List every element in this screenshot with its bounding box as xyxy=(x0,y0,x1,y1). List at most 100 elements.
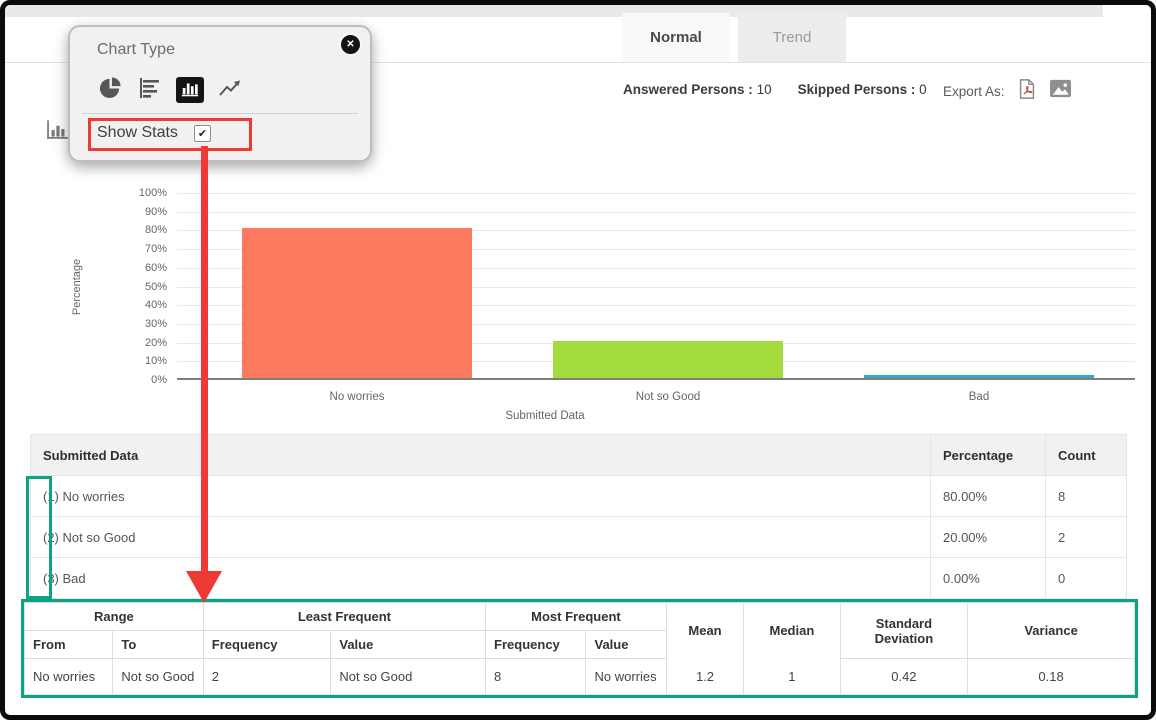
export-pdf-button[interactable] xyxy=(1015,78,1039,105)
header-standard-deviation: Standard Deviation xyxy=(839,602,969,659)
row-percentage: 0.00% xyxy=(930,557,1046,599)
tab-trend[interactable]: Trend xyxy=(738,13,846,62)
export-as-label: Export As: xyxy=(943,83,1005,99)
row-count: 8 xyxy=(1045,475,1127,517)
stat-most-frequency: 8 xyxy=(485,658,587,695)
bar-not-so-good[interactable] xyxy=(553,341,783,378)
stat-standard-deviation: 0.42 xyxy=(839,658,969,695)
y-axis: 100% 90% 80% 70% 60% 50% 40% 30% 20% 10% 0% xyxy=(105,187,167,386)
response-summary: Answered Persons : 10 Skipped Persons : … xyxy=(623,82,927,97)
y-tick-label: 60% xyxy=(144,262,167,274)
y-tick-label: 0% xyxy=(151,374,167,386)
header-divider xyxy=(5,62,1151,63)
row-percentage: 20.00% xyxy=(930,516,1046,558)
header-mean: Mean xyxy=(665,602,745,659)
show-stats-row: Show Stats ✔ xyxy=(97,124,211,142)
close-icon: ✕ xyxy=(346,39,355,50)
header-least-frequency: Frequency xyxy=(202,630,332,659)
answered-persons-value: 10 xyxy=(756,82,772,97)
y-tick-label: 90% xyxy=(144,206,167,218)
y-tick-label: 30% xyxy=(144,318,167,330)
y-tick-label: 70% xyxy=(144,243,167,255)
gridline xyxy=(177,324,1135,325)
bar-chart-icon xyxy=(45,120,71,146)
row-label: Bad xyxy=(62,570,86,586)
show-stats-checkbox[interactable]: ✔ xyxy=(193,124,211,142)
group-header-range: Range xyxy=(24,602,204,631)
x-axis-title: Submitted Data xyxy=(505,410,585,422)
y-tick-label: 80% xyxy=(144,224,167,236)
popup-divider xyxy=(82,113,358,114)
header-most-value: Value xyxy=(585,630,667,659)
red-arrow-head-icon xyxy=(186,571,222,603)
header-to: To xyxy=(112,630,204,659)
header-variance: Variance xyxy=(967,602,1135,659)
y-tick-label: 20% xyxy=(144,337,167,349)
teal-highlight-stats-table: Range Least Frequent Most Frequent Mean … xyxy=(21,599,1138,698)
stats-sub-header-row: From To Frequency Value Frequency Value xyxy=(23,630,1135,659)
header-median: Median xyxy=(743,602,841,659)
vertical-bar-chart-button[interactable] xyxy=(176,77,204,103)
pdf-file-icon xyxy=(1016,78,1038,105)
stats-data-row: No worries Not so Good 2 Not so Good 8 N… xyxy=(23,658,1135,695)
pie-chart-button[interactable] xyxy=(96,77,124,103)
group-header-most-frequent: Most Frequent xyxy=(485,602,667,631)
y-tick-label: 40% xyxy=(144,299,167,311)
skipped-persons: Skipped Persons : 0 xyxy=(798,82,927,97)
gridline xyxy=(177,268,1135,269)
table-row: (2) Not so Good 20.00% 2 xyxy=(30,516,1127,558)
skipped-persons-label: Skipped Persons : xyxy=(797,82,916,97)
horizontal-bar-chart-button[interactable] xyxy=(136,77,164,103)
gridline xyxy=(177,193,1135,194)
answered-persons-label: Answered Persons : xyxy=(623,82,753,97)
group-header-least-frequent: Least Frequent xyxy=(202,602,487,631)
stat-median: 1 xyxy=(743,658,841,695)
column-header-submitted-data: Submitted Data xyxy=(30,434,931,476)
export-image-button[interactable] xyxy=(1049,79,1073,103)
x-category-label: No worries xyxy=(329,391,385,403)
stats-group-header-row: Range Least Frequent Most Frequent Mean … xyxy=(24,602,1135,659)
x-axis-line xyxy=(177,378,1135,380)
chart-type-options xyxy=(96,77,244,103)
gridline xyxy=(177,287,1135,288)
row-label: No worries xyxy=(62,488,125,504)
view-tabs: Normal Trend xyxy=(622,13,846,62)
x-axis-labels: No worries Not so Good Bad xyxy=(201,391,1135,407)
skipped-persons-value: 0 xyxy=(919,82,927,97)
header-least-value: Value xyxy=(330,630,487,659)
export-controls: Export As: xyxy=(943,78,1073,105)
top-strip xyxy=(5,5,1103,17)
checkmark-icon: ✔ xyxy=(197,127,208,140)
header-most-frequency: Frequency xyxy=(485,630,587,659)
x-category-label: Bad xyxy=(968,391,990,403)
line-chart-icon xyxy=(218,77,242,104)
column-header-count: Count xyxy=(1045,434,1127,476)
popup-title: Chart Type xyxy=(97,41,175,58)
red-highlight-box xyxy=(88,118,252,151)
tab-normal[interactable]: Normal xyxy=(622,13,730,62)
stat-least-frequency: 2 xyxy=(202,658,332,695)
gridline xyxy=(177,249,1135,250)
vertical-bar-chart-icon xyxy=(179,78,201,103)
table-row: (1) No worries 80.00% 8 xyxy=(30,475,1127,517)
row-label: Not so Good xyxy=(62,529,136,545)
tab-normal-label: Normal xyxy=(650,29,702,46)
stats-table: Range Least Frequent Most Frequent Mean … xyxy=(23,602,1135,695)
column-header-percentage: Percentage xyxy=(930,434,1046,476)
tab-trend-label: Trend xyxy=(772,29,812,46)
x-category-label: Not so Good xyxy=(635,391,701,403)
gridline xyxy=(177,212,1135,213)
show-stats-label: Show Stats xyxy=(97,124,178,141)
line-chart-button[interactable] xyxy=(216,77,244,103)
row-percentage: 80.00% xyxy=(930,475,1046,517)
chart-type-popup: ✕ Chart Type xyxy=(68,25,372,162)
stat-least-value: Not so Good xyxy=(330,658,487,695)
gridline xyxy=(177,230,1135,231)
bar-no-worries[interactable] xyxy=(242,228,472,378)
row-count: 0 xyxy=(1045,557,1127,599)
chart-settings-button[interactable] xyxy=(45,116,71,142)
close-button[interactable]: ✕ xyxy=(339,33,362,56)
bar-bad[interactable] xyxy=(864,375,1094,378)
stat-most-value: No worries xyxy=(585,658,667,695)
